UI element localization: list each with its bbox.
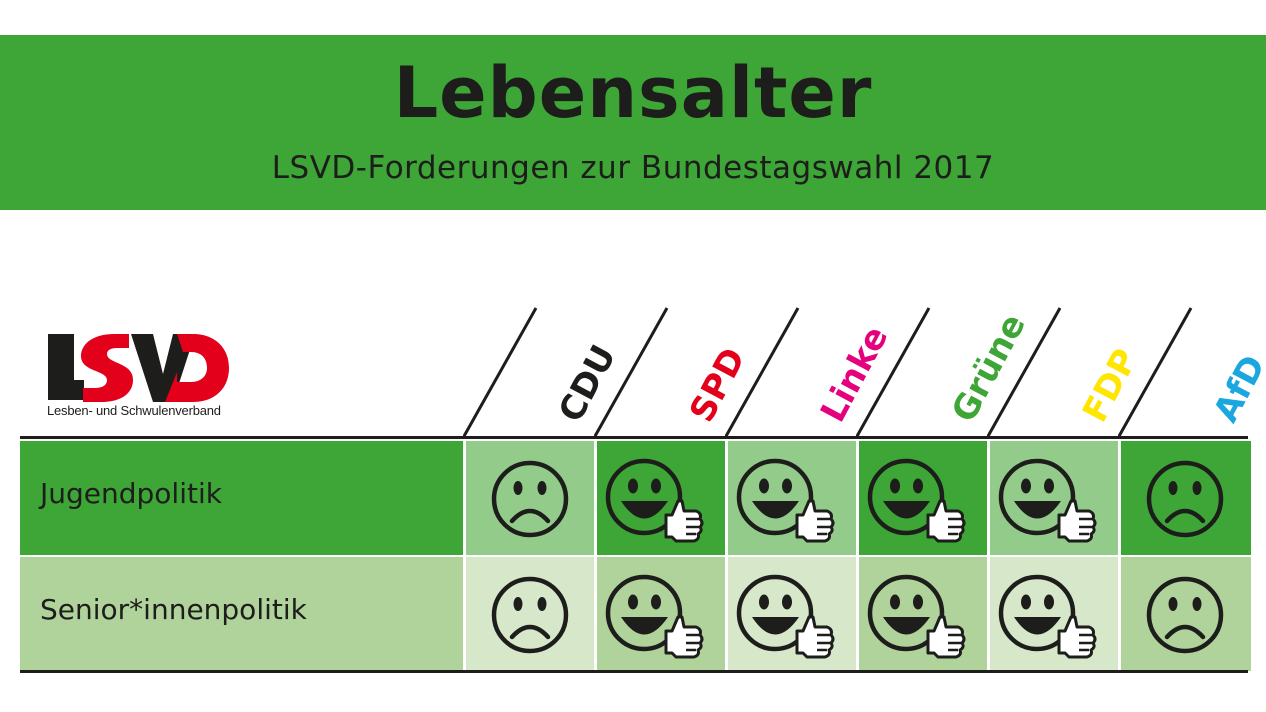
happy-thumbs-up-icon (867, 458, 966, 543)
header-banner (0, 35, 1266, 210)
rating-cell-afd (1120, 557, 1251, 671)
row-label: Senior*innenpolitik (40, 593, 307, 626)
column-divider-line (987, 307, 1062, 439)
cell-divider (725, 557, 728, 671)
lsvd-logo (45, 332, 245, 422)
party-header-grüne: Grüne (856, 305, 1034, 440)
rating-cell-fdp (989, 557, 1120, 671)
table-row: Senior*innenpolitik (20, 557, 1251, 671)
table-bottom-rule (20, 670, 1248, 673)
party-header-fdp: FDP (987, 305, 1146, 440)
cell-divider (463, 441, 466, 555)
rating-cell-cdu (465, 441, 596, 555)
happy-thumbs-up-icon (998, 458, 1097, 543)
rating-cell-spd (596, 441, 727, 555)
happy-thumbs-up-icon (736, 574, 835, 659)
cell-divider (1118, 557, 1121, 671)
rating-cell-grüne (858, 441, 989, 555)
happy-thumbs-up-icon (605, 458, 704, 543)
cell-divider (987, 557, 990, 671)
column-divider-line (725, 307, 800, 439)
column-divider-line (463, 307, 538, 439)
rating-cell-spd (596, 557, 727, 671)
table-row: Jugendpolitik (20, 441, 1251, 555)
cell-divider (594, 441, 597, 555)
column-divider-line (856, 307, 931, 439)
rating-cell-afd (1120, 441, 1251, 555)
sad-face-icon (491, 576, 569, 654)
table-top-rule (20, 436, 1248, 439)
row-label: Jugendpolitik (40, 477, 222, 510)
party-header-afd: AfD (1118, 305, 1266, 440)
lsvd-logo-mark (48, 334, 229, 402)
sad-face-icon (491, 460, 569, 538)
page-subtitle: LSVD-Forderungen zur Bundestagswahl 2017 (271, 150, 995, 186)
cell-divider (594, 557, 597, 671)
column-divider-line (1118, 307, 1193, 439)
happy-thumbs-up-icon (867, 574, 966, 659)
rating-cell-fdp (989, 441, 1120, 555)
cell-divider (463, 557, 466, 671)
page-title: Lebensalter (393, 52, 873, 134)
party-header-linke: Linke (725, 305, 896, 440)
cell-divider (856, 441, 859, 555)
party-header-spd: SPD (594, 305, 754, 440)
rating-cell-grüne (858, 557, 989, 671)
cell-divider (1118, 441, 1121, 555)
cell-divider (856, 557, 859, 671)
rating-cell-cdu (465, 557, 596, 671)
cell-divider (987, 441, 990, 555)
happy-thumbs-up-icon (605, 574, 704, 659)
sad-face-icon (1146, 576, 1224, 654)
column-divider-line (594, 307, 669, 439)
logo-text: Lesben- und Schwulenverband (47, 403, 221, 418)
cell-divider (725, 441, 728, 555)
happy-thumbs-up-icon (736, 458, 835, 543)
rating-cell-linke (727, 557, 858, 671)
happy-thumbs-up-icon (998, 574, 1097, 659)
sad-face-icon (1146, 460, 1224, 538)
party-header-cdu: CDU (463, 305, 624, 440)
rating-cell-linke (727, 441, 858, 555)
